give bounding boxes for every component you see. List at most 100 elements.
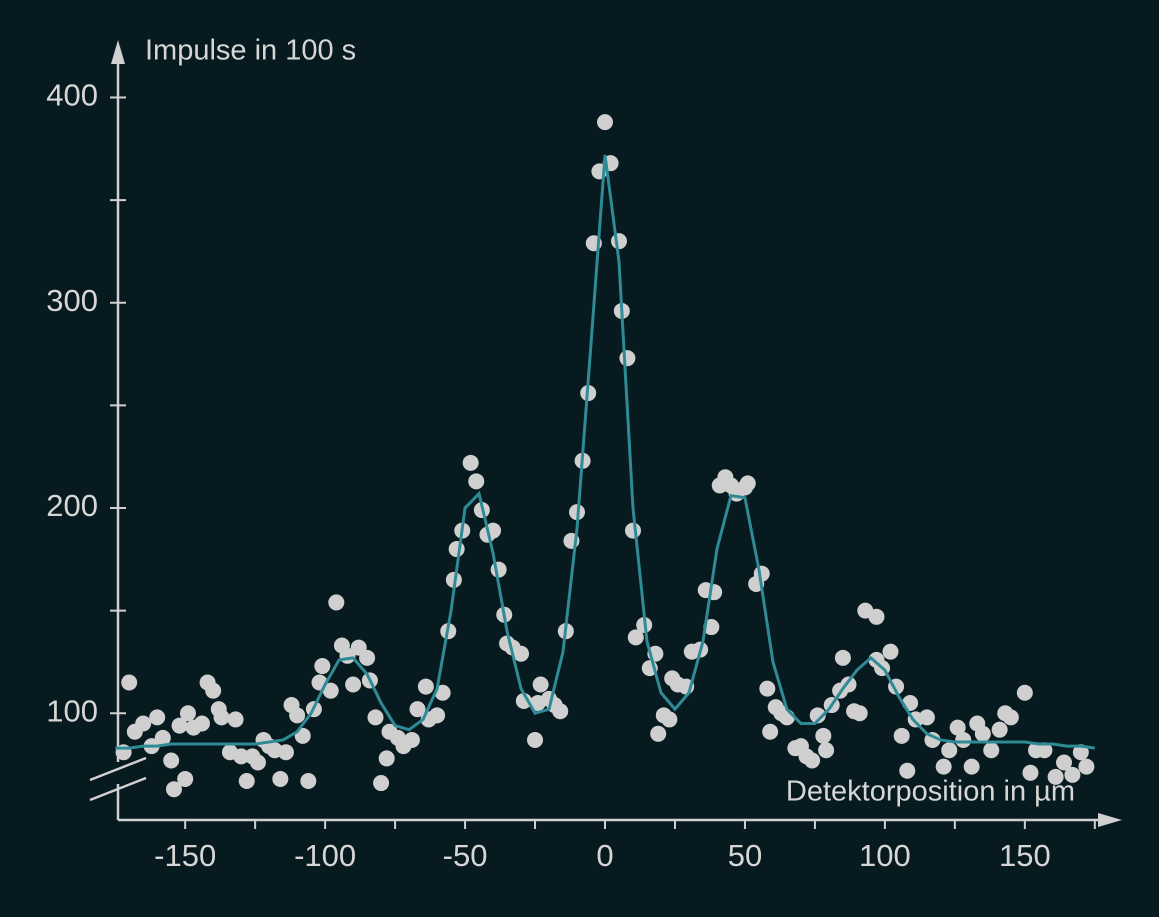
data-point bbox=[619, 350, 636, 367]
data-point bbox=[935, 758, 952, 775]
data-point bbox=[882, 643, 899, 660]
data-point bbox=[121, 674, 138, 691]
data-point bbox=[403, 731, 420, 748]
data-point bbox=[809, 707, 826, 724]
data-point bbox=[345, 676, 362, 693]
data-point bbox=[165, 781, 182, 798]
axis-break-line bbox=[89, 756, 147, 782]
data-point bbox=[1056, 754, 1073, 771]
data-point bbox=[762, 723, 779, 740]
x-axis-label: Detektorposition in µm bbox=[786, 776, 1075, 808]
data-point bbox=[552, 703, 569, 720]
data-point bbox=[1064, 766, 1081, 783]
data-point bbox=[815, 727, 832, 744]
data-point bbox=[834, 649, 851, 666]
data-point bbox=[417, 678, 434, 695]
x-tick-label: 0 bbox=[596, 838, 613, 873]
data-point bbox=[233, 748, 250, 765]
data-point bbox=[759, 680, 776, 697]
data-point bbox=[851, 705, 868, 722]
data-point bbox=[739, 475, 756, 492]
data-point bbox=[868, 608, 885, 625]
data-point bbox=[611, 233, 627, 250]
data-point bbox=[899, 762, 916, 779]
data-point bbox=[135, 715, 152, 732]
y-axis-arrow bbox=[111, 40, 125, 64]
data-point bbox=[171, 717, 188, 734]
x-tick-label: -100 bbox=[294, 838, 356, 873]
data-point bbox=[367, 709, 384, 726]
fit-line bbox=[115, 154, 1096, 750]
data-point bbox=[277, 744, 294, 761]
data-point bbox=[238, 773, 255, 789]
data-point bbox=[515, 692, 532, 709]
data-point bbox=[941, 742, 958, 759]
data-point bbox=[328, 594, 345, 611]
data-point bbox=[448, 541, 465, 558]
x-tick-label: 50 bbox=[728, 838, 762, 873]
data-point bbox=[468, 473, 485, 490]
x-tick-label: -150 bbox=[154, 838, 216, 873]
data-point bbox=[532, 676, 549, 693]
axis-break-line bbox=[89, 776, 147, 802]
data-point bbox=[434, 684, 451, 701]
data-point bbox=[179, 705, 196, 722]
x-tick-label: -50 bbox=[443, 838, 488, 873]
data-point bbox=[661, 711, 678, 728]
data-point bbox=[1047, 768, 1064, 785]
axis-break bbox=[89, 756, 147, 802]
data-point bbox=[1078, 758, 1095, 775]
data-point bbox=[778, 709, 795, 726]
data-point bbox=[462, 454, 479, 471]
data-point bbox=[804, 752, 821, 769]
data-point bbox=[963, 758, 980, 775]
data-point bbox=[177, 770, 194, 787]
data-point bbox=[974, 725, 991, 742]
data-point bbox=[1016, 684, 1033, 701]
data-point bbox=[314, 658, 331, 675]
y-tick-label: 100 bbox=[46, 693, 98, 728]
y-tick-label: 300 bbox=[46, 283, 98, 318]
data-point bbox=[893, 727, 910, 744]
data-point bbox=[205, 682, 222, 699]
data-point bbox=[918, 709, 935, 726]
data-point bbox=[429, 707, 446, 724]
data-point bbox=[650, 725, 667, 742]
x-tick-label: 150 bbox=[999, 838, 1051, 873]
data-point bbox=[991, 721, 1008, 738]
data-point bbox=[409, 701, 426, 718]
x-tick-label: 100 bbox=[859, 838, 911, 873]
data-point bbox=[300, 773, 317, 789]
data-point bbox=[1002, 709, 1019, 726]
data-point bbox=[624, 522, 641, 539]
data-point bbox=[272, 770, 289, 787]
data-point bbox=[359, 649, 376, 666]
y-tick-label: 400 bbox=[46, 78, 98, 113]
data-point bbox=[322, 682, 339, 699]
data-point bbox=[983, 742, 1000, 759]
data-point bbox=[1022, 764, 1039, 781]
data-point bbox=[373, 775, 390, 792]
data-point bbox=[213, 709, 230, 726]
data-point bbox=[818, 742, 835, 759]
data-point bbox=[289, 707, 306, 724]
data-point bbox=[163, 752, 180, 769]
y-axis-label: Impulse in 100 s bbox=[145, 35, 356, 67]
data-point bbox=[149, 709, 166, 726]
data-point bbox=[703, 619, 720, 636]
data-point bbox=[949, 719, 966, 736]
data-point bbox=[627, 629, 644, 646]
data-point bbox=[1072, 744, 1089, 761]
data-point bbox=[249, 754, 266, 771]
data-point bbox=[193, 715, 210, 732]
data-point bbox=[597, 114, 614, 131]
data-point bbox=[154, 729, 171, 746]
data-point bbox=[955, 731, 972, 748]
data-point bbox=[227, 711, 244, 728]
axis-break-gap bbox=[100, 762, 136, 784]
y-tick-label: 200 bbox=[46, 488, 98, 523]
x-axis-arrow bbox=[1098, 813, 1122, 827]
data-point bbox=[1036, 742, 1053, 759]
